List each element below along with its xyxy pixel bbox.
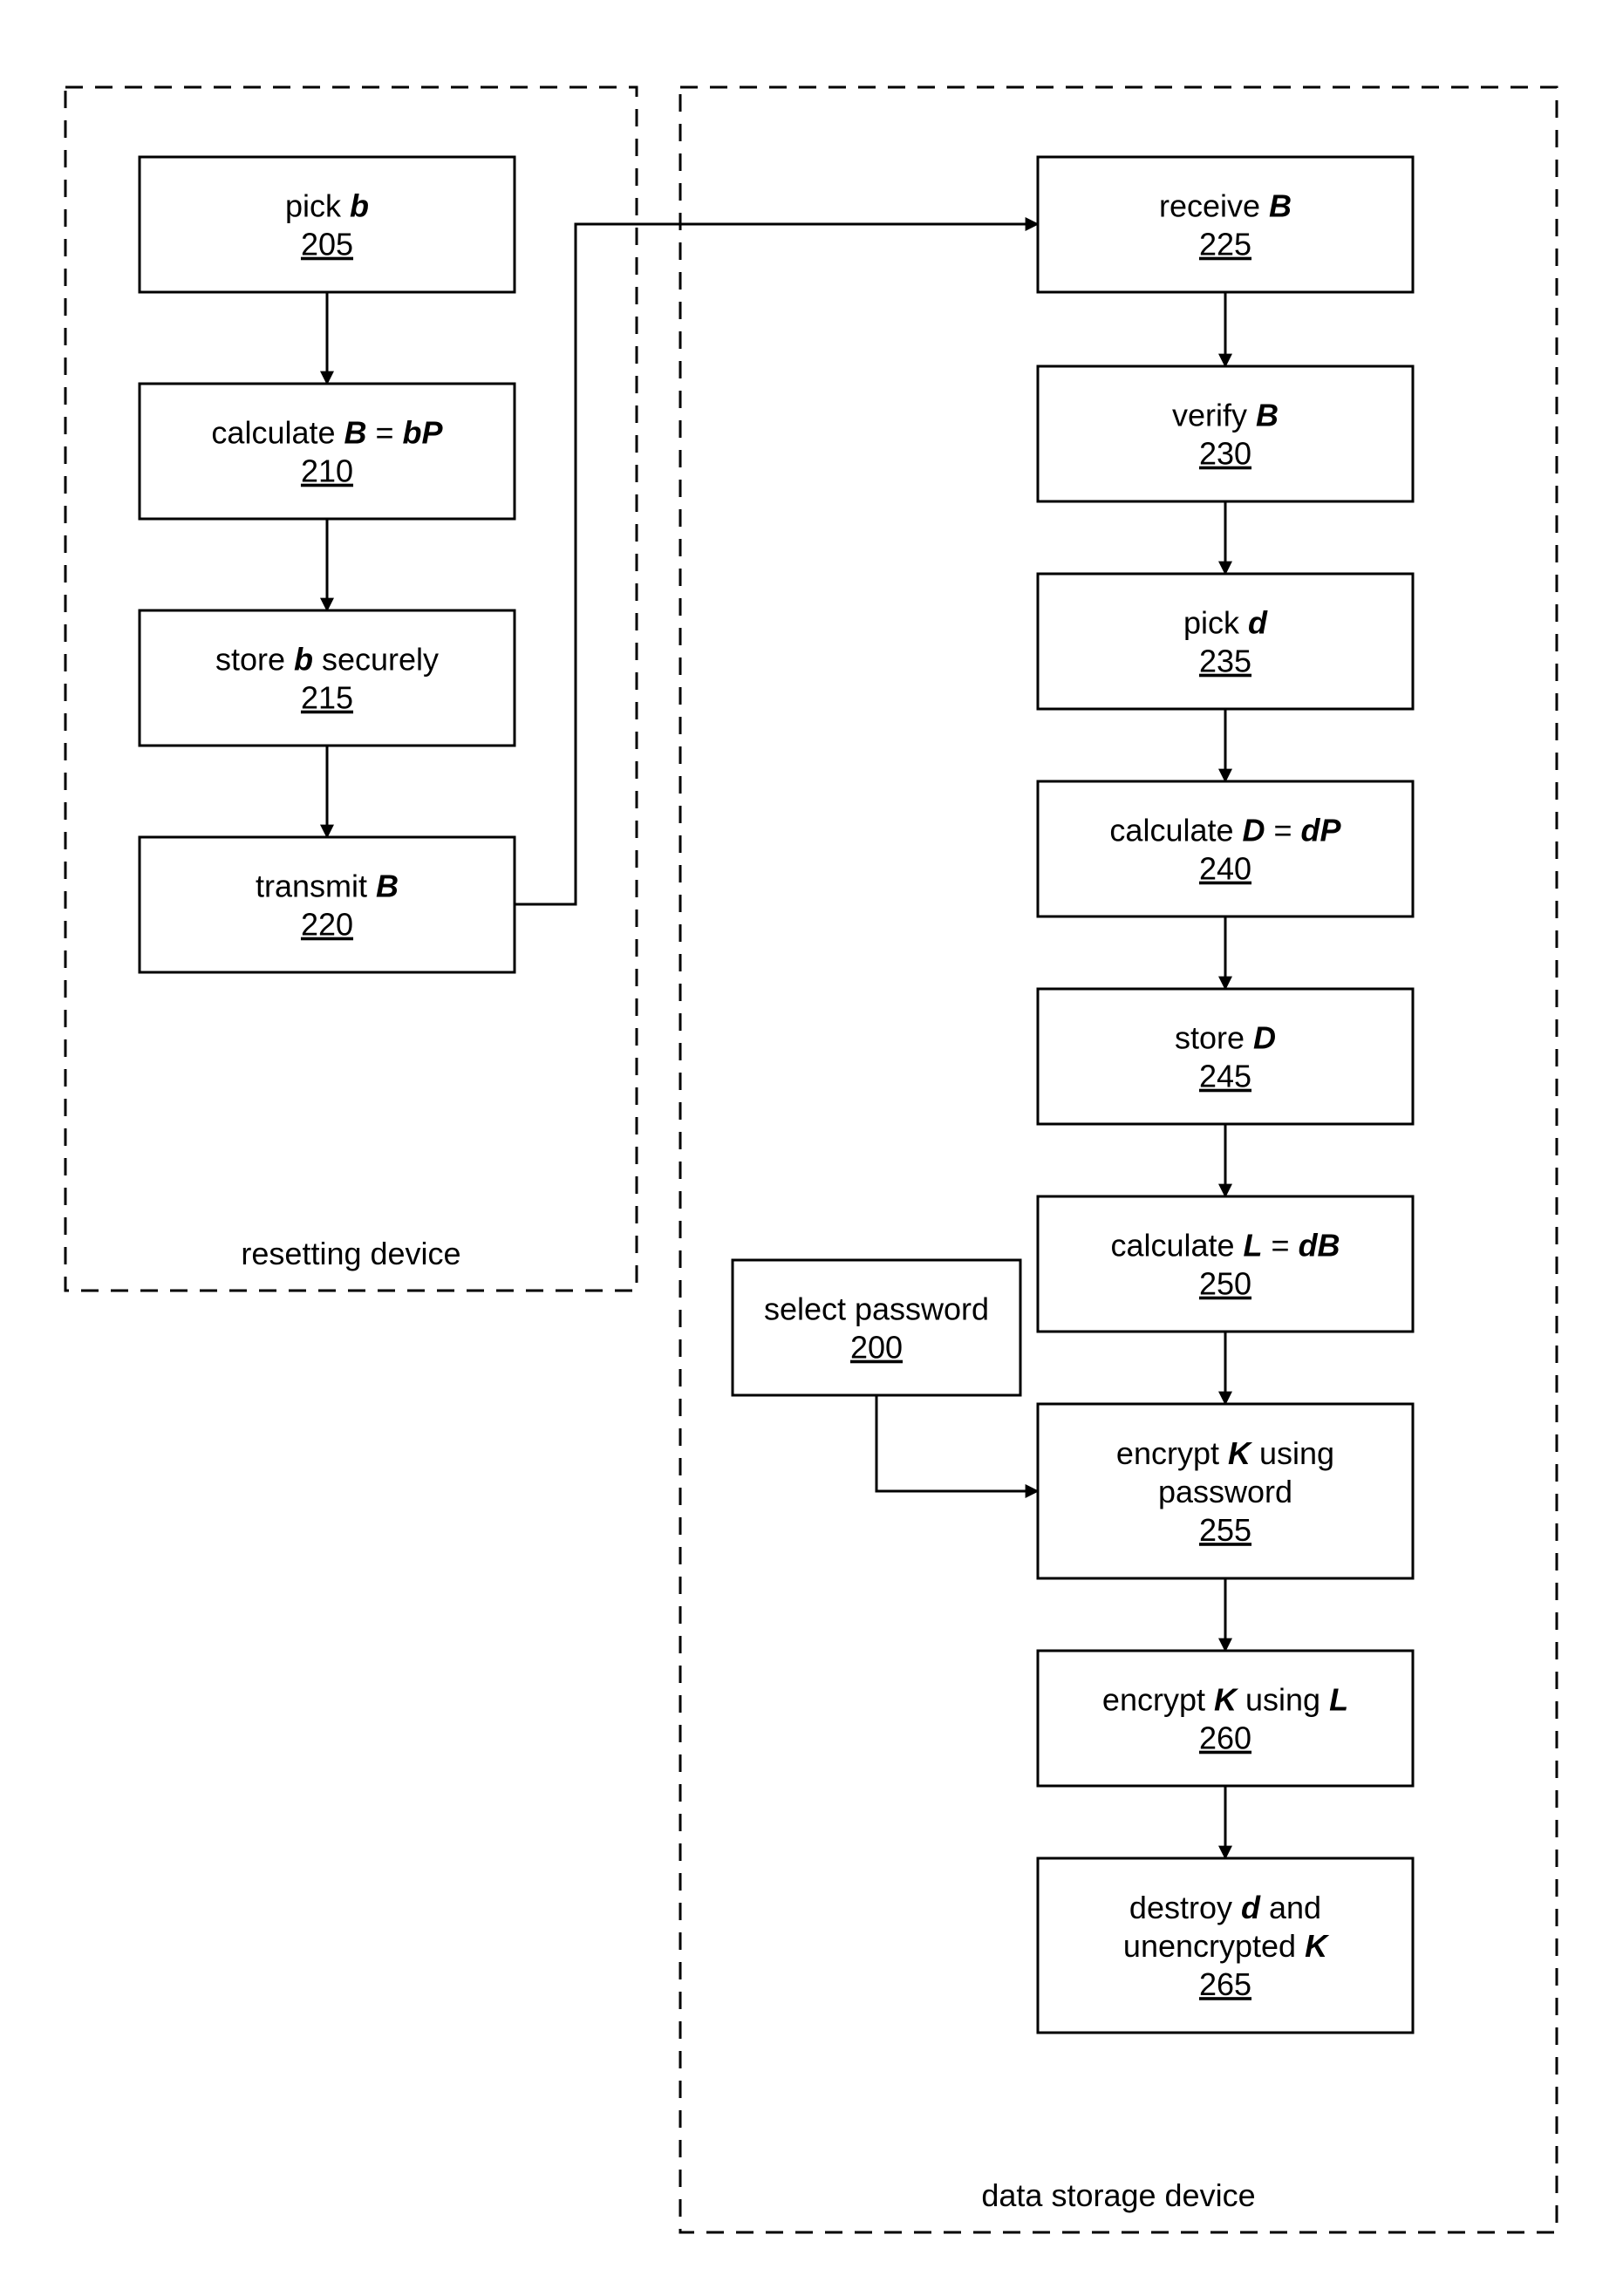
node-n235 (1038, 574, 1413, 709)
node-label-n205-0: pick b (285, 188, 369, 224)
node-label-n215-0: store b securely (215, 642, 439, 678)
node-ref-n250: 250 (1199, 1266, 1251, 1302)
node-ref-n260: 260 (1199, 1720, 1251, 1756)
node-n230 (1038, 366, 1413, 501)
node-label-n265-1: unencrypted K (1123, 1928, 1330, 1964)
node-n245 (1038, 989, 1413, 1124)
node-label-n235-0: pick d (1183, 605, 1268, 641)
node-label-n240-0: calculate D = dP (1109, 813, 1341, 848)
node-ref-n200: 200 (850, 1330, 903, 1366)
node-ref-n205: 205 (301, 227, 353, 262)
node-ref-n225: 225 (1199, 227, 1251, 262)
node-label-n255-1: password (1158, 1474, 1292, 1509)
node-label-n225-0: receive B (1159, 188, 1292, 224)
group-label-g-storage: data storage device (981, 2177, 1255, 2213)
edge-n200-n255 (876, 1395, 1038, 1491)
node-label-n255-0: encrypt K using (1116, 1435, 1334, 1471)
node-n240 (1038, 781, 1413, 916)
node-n220 (140, 837, 515, 972)
node-label-n260-0: encrypt K using L (1102, 1682, 1348, 1718)
node-ref-n235: 235 (1199, 644, 1251, 679)
node-ref-n210: 210 (301, 453, 353, 489)
node-ref-n215: 215 (301, 680, 353, 716)
node-n210 (140, 384, 515, 519)
node-label-n200-0: select password (764, 1291, 989, 1327)
node-ref-n220: 220 (301, 907, 353, 943)
node-n215 (140, 610, 515, 746)
node-ref-n255: 255 (1199, 1512, 1251, 1548)
node-n260 (1038, 1651, 1413, 1786)
node-n250 (1038, 1196, 1413, 1332)
node-n200 (733, 1260, 1020, 1395)
node-label-n230-0: verify B (1172, 398, 1279, 433)
node-label-n210-0: calculate B = bP (211, 415, 443, 451)
node-ref-n245: 245 (1199, 1059, 1251, 1094)
flowchart-diagram: resetting device data storage device pick … (0, 0, 1623, 2296)
node-ref-n240: 240 (1199, 851, 1251, 887)
node-n225 (1038, 157, 1413, 292)
node-label-n220-0: transmit B (256, 869, 399, 904)
node-ref-n265: 265 (1199, 1966, 1251, 2002)
node-label-n245-0: store D (1175, 1020, 1276, 1056)
node-n205 (140, 157, 515, 292)
edge-n220-n225 (515, 224, 1038, 904)
node-ref-n230: 230 (1199, 436, 1251, 472)
node-label-n250-0: calculate L = dB (1110, 1228, 1340, 1264)
group-label-g-reset: resetting device (241, 1236, 460, 1271)
node-label-n265-0: destroy d and (1129, 1890, 1321, 1925)
